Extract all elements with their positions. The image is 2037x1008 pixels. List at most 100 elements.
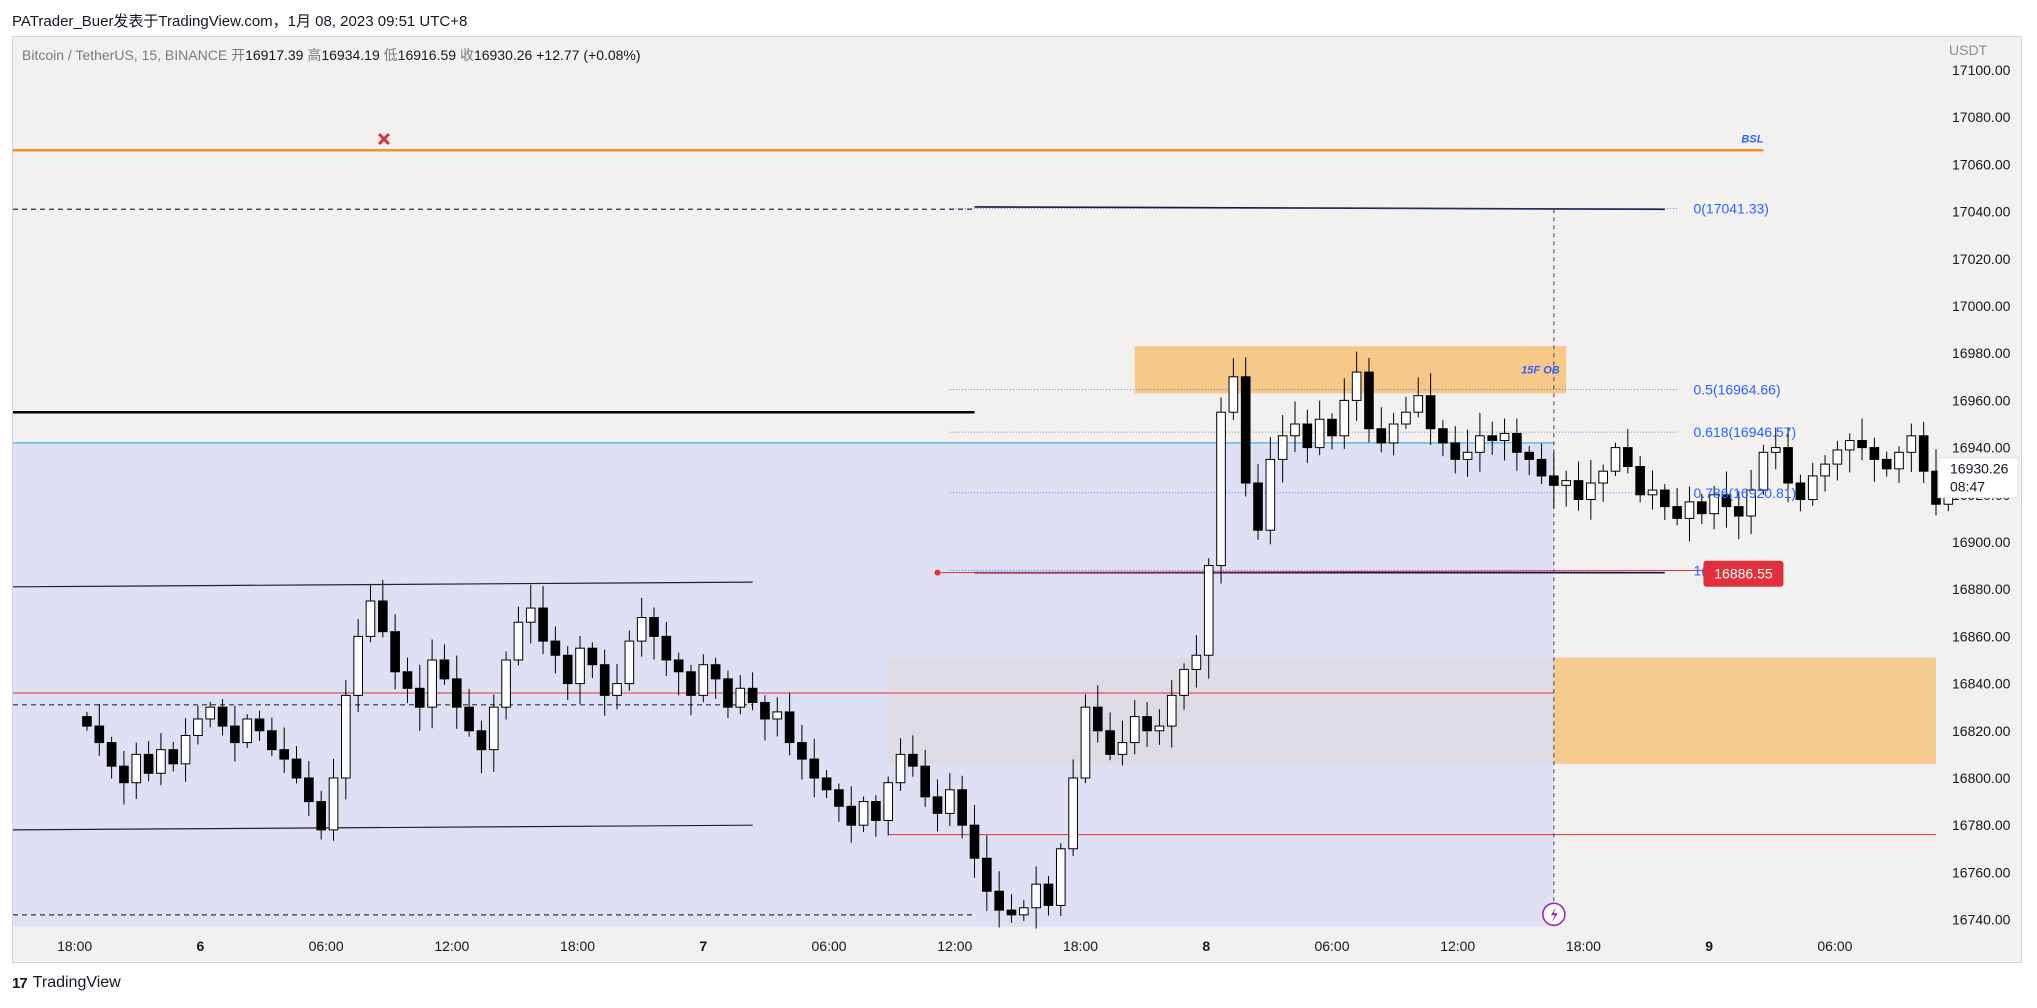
candle-body xyxy=(846,805,857,826)
candle-body xyxy=(1425,395,1436,430)
publish-header: PATrader_Buer发表于TradingView.com，1月 08, 2… xyxy=(12,13,468,30)
bsl-label: BSL xyxy=(1741,133,1763,145)
candle-body xyxy=(1709,494,1719,515)
candle-body xyxy=(1055,848,1066,906)
candle-body xyxy=(1265,458,1276,531)
candle-body xyxy=(1586,482,1596,501)
candle-body xyxy=(1881,458,1892,470)
candle-body xyxy=(94,725,105,744)
candle-body xyxy=(1314,418,1325,449)
candle-body xyxy=(488,706,499,751)
legend-open: 16917.39 xyxy=(245,47,304,63)
fib-label: 0.786(16920.81) xyxy=(1693,485,1796,501)
candle-body xyxy=(994,890,1004,911)
candle-body xyxy=(1795,482,1806,501)
candle-body xyxy=(562,654,573,685)
candle-body xyxy=(1820,463,1830,477)
candle-body xyxy=(1339,399,1350,437)
candle-body xyxy=(1351,371,1362,401)
time-tick-label: 06:00 xyxy=(1314,938,1349,954)
candle-body xyxy=(1647,489,1658,496)
candle-body xyxy=(1105,730,1115,755)
candle-body xyxy=(1561,480,1572,486)
candle-body xyxy=(895,753,906,784)
candle-body xyxy=(883,782,894,821)
candle-body xyxy=(131,753,142,784)
candle-body xyxy=(205,706,216,720)
candle-body xyxy=(1129,716,1140,744)
candle-body xyxy=(1610,447,1621,472)
candle-body xyxy=(1154,725,1165,732)
candle-body xyxy=(1758,451,1769,491)
fib-label: 0.5(16964.66) xyxy=(1693,381,1780,397)
candle-body xyxy=(710,664,721,680)
candle-body xyxy=(193,718,203,736)
legend-high: 16934.19 xyxy=(321,47,380,63)
candle-body xyxy=(858,801,869,826)
candle-body xyxy=(525,607,536,623)
candle-body xyxy=(624,640,635,685)
candle-body xyxy=(328,777,339,831)
time-tick-label: 18:00 xyxy=(1566,938,1601,954)
candle-body xyxy=(735,687,746,708)
candle-body xyxy=(1512,432,1522,453)
symbol-legend: Bitcoin / TetherUS, 15, BINANCE 开16917.3… xyxy=(22,45,641,65)
time-tick-label: 12:00 xyxy=(937,938,972,954)
candle-body xyxy=(402,671,413,689)
fib-label: 0(17041.33) xyxy=(1693,200,1769,216)
candle-body xyxy=(698,664,709,696)
candle-body xyxy=(1807,475,1818,501)
candle-body xyxy=(106,742,117,767)
candle-body xyxy=(156,749,166,774)
candle-body xyxy=(414,687,425,708)
candle-body xyxy=(760,701,770,720)
candle-body xyxy=(1524,451,1535,460)
candle-body xyxy=(1499,432,1510,442)
candle-body xyxy=(1844,440,1855,451)
candle-body xyxy=(1277,435,1288,460)
candle-body xyxy=(341,694,351,779)
candle-body xyxy=(1253,482,1263,531)
candle-body xyxy=(723,678,733,708)
candle-body xyxy=(1166,694,1177,727)
candle-body xyxy=(908,753,918,767)
price-tick-label: 17020.00 xyxy=(1952,251,2011,267)
candle-body xyxy=(1031,883,1041,909)
candle-body xyxy=(1894,451,1904,470)
candle-body xyxy=(1857,440,1867,449)
time-tick-label: 12:00 xyxy=(1440,938,1475,954)
candle-body xyxy=(267,730,277,751)
time-tick-label: 6 xyxy=(196,938,204,954)
candle-body xyxy=(1142,716,1152,732)
candle-body xyxy=(1918,435,1929,472)
chart-frame[interactable] xyxy=(12,36,2022,963)
candle-body xyxy=(945,789,955,814)
tradingview-logo-icon: 17 xyxy=(12,974,28,992)
legend-symbol: Bitcoin / TetherUS, 15, BINANCE xyxy=(22,47,228,63)
candle-body xyxy=(1203,565,1214,656)
candle-body xyxy=(217,706,228,727)
order-block-zone xyxy=(1134,346,1567,394)
price-tick-label: 16840.00 xyxy=(1952,676,2011,692)
price-tick-label: 17000.00 xyxy=(1952,298,2011,314)
candle-body xyxy=(1179,668,1189,696)
candle-body xyxy=(957,789,967,826)
candle-body xyxy=(1006,909,1017,916)
candle-body xyxy=(242,718,253,744)
candle-body xyxy=(1117,742,1128,755)
candle-body xyxy=(772,711,783,720)
legend-change: +12.77 (+0.08%) xyxy=(536,47,641,63)
price-tick-label: 17100.00 xyxy=(1952,62,2011,78)
candle-body xyxy=(143,753,154,774)
legend-close-label: 收 xyxy=(459,47,474,63)
candle-body xyxy=(1672,506,1682,519)
price-tick-label: 17040.00 xyxy=(1952,204,2011,220)
candle-body xyxy=(1302,423,1313,449)
price-tick-label: 16880.00 xyxy=(1952,581,2011,597)
candle-body xyxy=(1770,447,1781,453)
price-tick-label: 16900.00 xyxy=(1952,534,2011,550)
candle-body xyxy=(1906,435,1917,453)
candle-body xyxy=(1401,411,1411,425)
price-axis-currency: USDT xyxy=(1949,42,1988,58)
